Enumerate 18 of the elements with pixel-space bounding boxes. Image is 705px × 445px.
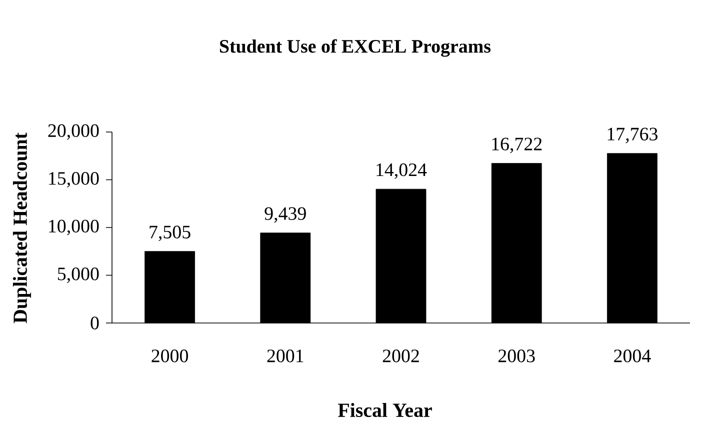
x-tick-label: 2000 — [152, 350, 188, 362]
data-label: 7,505 — [150, 226, 190, 242]
x-axis-title: Fiscal Year — [338, 402, 432, 418]
data-label: 16,722 — [492, 138, 542, 154]
data-label: 17,763 — [608, 128, 658, 144]
y-tick-label: 10,000 — [49, 220, 99, 236]
chart-title: Student Use of EXCEL Programs — [220, 39, 491, 57]
y-tick-label: 0 — [90, 316, 99, 330]
data-label: 9,439 — [264, 207, 306, 223]
x-tick-label: 2003 — [498, 350, 535, 362]
x-tick-label: 2001 — [267, 350, 304, 362]
y-tick-label: 5,000 — [58, 268, 99, 283]
y-tick-label: 15,000 — [49, 172, 99, 188]
y-axis-title: Duplicated Headcount — [12, 132, 32, 324]
data-label: 14,024 — [376, 163, 427, 179]
x-tick-label: 2002 — [382, 350, 419, 362]
x-tick-label: 2004 — [614, 350, 651, 362]
y-tick-label: 20,000 — [48, 124, 99, 140]
